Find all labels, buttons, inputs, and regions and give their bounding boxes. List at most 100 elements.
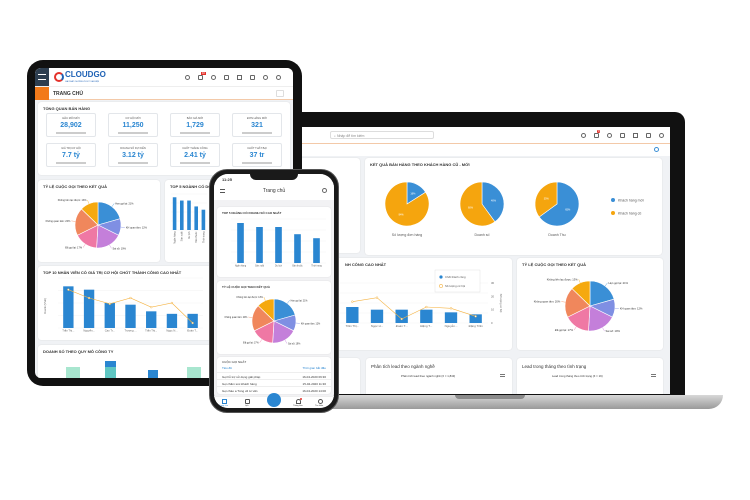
top5-chart: Ngân hàng Sản xuất Du lịch Bán thuốc Thời tr… <box>231 218 326 267</box>
kpi-label: BÁO GIÁ MỚI <box>186 117 204 120</box>
org-icon[interactable] <box>237 75 242 80</box>
call-row[interactable]: Gọi hỗ trợ sử dụng giải pháp 16-04-2020 0… <box>217 372 331 379</box>
line-point <box>191 321 194 325</box>
y-tick-label: 0 <box>491 321 493 325</box>
slice-label: KH quan tâm: 12% <box>301 322 320 325</box>
call-title: Gọi chăm sóc khách hàng <box>222 381 257 386</box>
line-point <box>87 296 91 300</box>
calendar-icon[interactable] <box>620 133 625 138</box>
bell-icon[interactable] <box>198 75 203 80</box>
menu-icon[interactable] <box>500 374 505 377</box>
sales-overview-panel: TỔNG QUAN BÁN HÀNG ĐẦU MỐI MỚI 28,902 CƠ H… <box>38 102 290 175</box>
call-time: 15-04-2020 11:30 <box>302 381 326 386</box>
dashboard-icon[interactable] <box>35 87 49 100</box>
bar <box>256 227 263 263</box>
call-row[interactable]: Gọi chào a Tùng về tư vấn 16-04-2020 14:0… <box>217 386 331 393</box>
kpi-value: 37 tr <box>249 152 265 159</box>
dashboard-settings-icon[interactable] <box>322 188 327 193</box>
hamburger-icon <box>38 74 46 80</box>
call-row[interactable]: Gọi chăm sóc khách hàng 15-04-2020 11:30 <box>217 379 331 386</box>
bar <box>187 367 201 378</box>
chat-icon[interactable] <box>211 75 216 80</box>
nav-notifications[interactable] <box>296 399 301 404</box>
slice-label: Không liên lạc được: 13% <box>58 199 88 202</box>
hamburger-icon[interactable] <box>220 189 225 193</box>
gear-icon[interactable] <box>276 75 281 80</box>
search-input[interactable]: ⌕ Nhập để tìm kiếm <box>330 131 434 139</box>
slice-label: Không quan tâm: 20% <box>46 220 72 223</box>
x-tick-label: Ngọc N... <box>166 329 177 333</box>
kpi-card[interactable]: CƠ HỘI MỚI 11,250 <box>108 113 158 137</box>
label-leader <box>259 339 263 343</box>
x-tick-label: Cao Tr... <box>105 329 115 333</box>
kpi-card[interactable]: BÁO GIÁ MỚI 1,729 <box>170 113 220 137</box>
user-icon[interactable] <box>659 133 664 138</box>
laptop-topbar: ⌕ Nhập để tìm kiếm 4 <box>298 127 670 144</box>
line-point <box>425 305 428 309</box>
kpi-label: ĐẦU MỐI MỚI <box>62 117 80 120</box>
page-title: Trang chủ <box>262 188 286 194</box>
pie-caption: Số lượng đơn hàng <box>392 233 423 237</box>
bar <box>420 309 433 323</box>
bar <box>180 200 184 230</box>
slice-label: Hẹn gọi lại: 21% <box>291 300 308 302</box>
user-icon[interactable] <box>263 75 268 80</box>
kpi-card[interactable]: GIÁ TRỊ CƠ HỘI 7.7 tỷ <box>46 143 96 167</box>
report-icon[interactable] <box>250 75 255 80</box>
x-tick-label: Nguyễn... <box>445 323 458 328</box>
label-leader <box>561 301 566 303</box>
kpi-label: GIÁ TRỊ CƠ HỘI <box>61 147 81 150</box>
nav-label: Thông báo <box>293 405 303 407</box>
nav-center-button[interactable] <box>267 393 281 407</box>
nav-home[interactable] <box>222 399 227 404</box>
help-icon[interactable] <box>581 133 586 138</box>
dashboard-settings-button[interactable] <box>276 90 284 97</box>
x-tick-label: Đặng T... <box>420 324 432 328</box>
legend-marker <box>439 284 443 288</box>
kpi-card[interactable]: ĐẦU MỐI MỚI 28,902 <box>46 113 96 137</box>
kpi-card[interactable]: CHỐT THÀNH CÔNG 2.41 tỷ <box>170 143 220 167</box>
panel-title: NH CÔNG CAO NHẤT <box>345 262 387 267</box>
panel-title: Lead trong tháng theo tình trạng <box>522 364 587 369</box>
bar <box>187 313 198 328</box>
y-tick-label: 20 <box>491 294 495 298</box>
pie-slice <box>481 181 505 223</box>
cloudgo-logo-icon <box>54 72 64 82</box>
kpi-card[interactable]: ĐƠN HÀNG MỚI 321 <box>232 113 282 137</box>
bar <box>83 289 95 328</box>
org-icon[interactable] <box>633 133 638 138</box>
slice-label: Hẹn gọi lại: 21% <box>608 281 628 285</box>
phone-screen: 11:25 Trang chủ TOP 5 NGÀNH CÓ DOANH SỐ … <box>214 174 334 408</box>
slice-label: Đã gọi lại: 17% <box>65 247 83 250</box>
menu-button[interactable] <box>35 68 49 86</box>
recent-calls-panel: CUỘC GỌI NHẤT Tiêu đề Thời gian bắt đầu … <box>217 357 331 394</box>
legend-marker <box>439 275 443 279</box>
kpi-card[interactable]: CHỐT THẤT BẠI 37 tr <box>232 143 282 167</box>
bar <box>346 307 359 323</box>
menu-icon[interactable] <box>651 374 656 377</box>
laptop-screen: ⌕ Nhập để tìm kiếm 4 KẾT QUẢ BÁN HÀNG TH… <box>298 127 670 394</box>
help-icon[interactable] <box>185 75 190 80</box>
dashboard-settings-icon[interactable] <box>654 147 659 152</box>
x-tick-label: Thời trang <box>202 231 205 243</box>
chat-icon[interactable] <box>607 133 612 138</box>
slice-label: Đã gọi lại: 17% <box>555 328 574 332</box>
calendar-icon[interactable] <box>224 75 229 80</box>
line-point <box>449 307 453 310</box>
kpi-label: CƠ HỘI MỚI <box>125 117 141 120</box>
label-leader <box>604 282 608 287</box>
kpi-trend <box>242 162 272 164</box>
x-tick-label: Ngân hàng <box>235 265 247 267</box>
bell-icon[interactable] <box>594 133 599 138</box>
report-icon[interactable] <box>646 133 651 138</box>
line-series <box>352 297 476 320</box>
label-leader <box>573 326 577 331</box>
lead-industry-panel: Phân tích lead theo ngành nghề Phân tích… <box>366 358 512 394</box>
nav-search[interactable] <box>318 399 323 404</box>
call-result-chart: Hẹn gọi lại: 21% KH quan tâm: 12% Sai số: … <box>46 199 148 250</box>
kpi-card[interactable]: DOANH SỐ DỰ KIẾN 3.12 tỷ <box>108 143 158 167</box>
pie-slice <box>534 181 558 218</box>
x-tick-label: Ngọc H... <box>371 324 384 328</box>
nav-calendar[interactable] <box>245 399 250 404</box>
x-tick-label: Bán thuốc <box>292 264 303 267</box>
